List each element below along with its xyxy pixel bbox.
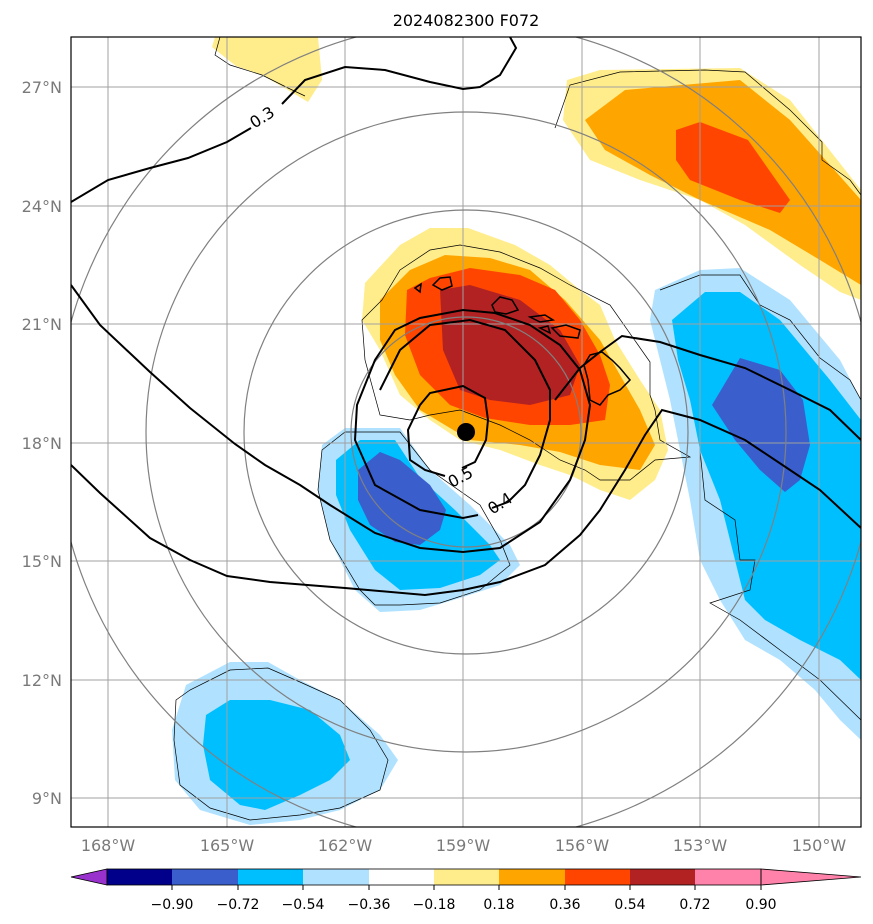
- lat-label: 18°N: [22, 434, 62, 453]
- lon-label: 168°W: [81, 836, 136, 855]
- colorbar-tick-label: −0.36: [348, 897, 391, 913]
- colorbar-segment: [238, 869, 303, 885]
- positive-anomaly-central: [362, 228, 668, 500]
- lat-label: 9°N: [32, 789, 62, 808]
- thin-contours: [173, 37, 861, 821]
- longitude-labels: 168°W 165°W 162°W 159°W 156°W 153°W 150°…: [81, 836, 847, 855]
- colorbar-tick-label: −0.18: [413, 897, 456, 913]
- colorbar: −0.90 −0.72 −0.54 −0.36 −0.18 0.18 0.36 …: [70, 868, 862, 913]
- plot-area: 0.3 0.4 0.5: [71, 37, 861, 827]
- colorbar-tick-label: 0.90: [745, 897, 776, 913]
- colorbar-extend-low: [70, 868, 108, 886]
- positive-anomaly-north: [212, 37, 322, 102]
- lon-label: 150°W: [792, 836, 847, 855]
- colorbar-tick-label: 0.18: [483, 897, 514, 913]
- colorbar-segment: [434, 869, 499, 885]
- negative-anomaly-southwest: [172, 662, 398, 825]
- lon-label: 153°W: [673, 836, 728, 855]
- lat-label: 15°N: [22, 552, 62, 571]
- colorbar-segment: [695, 869, 761, 885]
- lon-label: 165°W: [200, 836, 255, 855]
- colorbar-segment: [499, 869, 565, 885]
- negative-anomaly-east: [650, 268, 861, 740]
- colorbar-tick-label: 0.72: [679, 897, 710, 913]
- colorbar-segment: [369, 869, 434, 885]
- colorbar-tick-label: −0.72: [217, 897, 260, 913]
- positive-anomaly-northeast: [563, 68, 861, 300]
- lon-label: 159°W: [436, 836, 491, 855]
- colorbar-segment: [303, 869, 369, 885]
- graticule: [71, 37, 861, 827]
- colorbar-ticks: [171, 885, 762, 890]
- plot-frame: [70, 36, 862, 828]
- colorbar-segment: [172, 869, 238, 885]
- colorbar-extend-high: [760, 868, 862, 886]
- lat-label: 27°N: [22, 78, 62, 97]
- contour-label-0.4: 0.4: [484, 488, 516, 518]
- lon-label: 162°W: [318, 836, 373, 855]
- thick-contours: [71, 37, 861, 597]
- lat-label: 21°N: [22, 315, 62, 334]
- colorbar-tick-label: 0.54: [614, 897, 645, 913]
- colorbar-segment: [565, 869, 630, 885]
- lon-label: 156°W: [555, 836, 610, 855]
- lat-label: 24°N: [22, 197, 62, 216]
- colorbar-tick-label: −0.90: [151, 897, 194, 913]
- colorbar-tick-label: −0.54: [282, 897, 325, 913]
- lat-label: 12°N: [22, 671, 62, 690]
- colorbar-segment: [107, 869, 172, 885]
- range-rings: [71, 37, 861, 827]
- storm-center-marker: [457, 423, 475, 441]
- contour-label-0.3: 0.3: [246, 103, 278, 133]
- colorbar-segment: [630, 869, 695, 885]
- colorbar-tick-label: 0.36: [549, 897, 580, 913]
- latitude-labels: 27°N 24°N 21°N 18°N 15°N 12°N 9°N: [22, 78, 62, 808]
- map-title: 2024082300 F072: [393, 11, 540, 30]
